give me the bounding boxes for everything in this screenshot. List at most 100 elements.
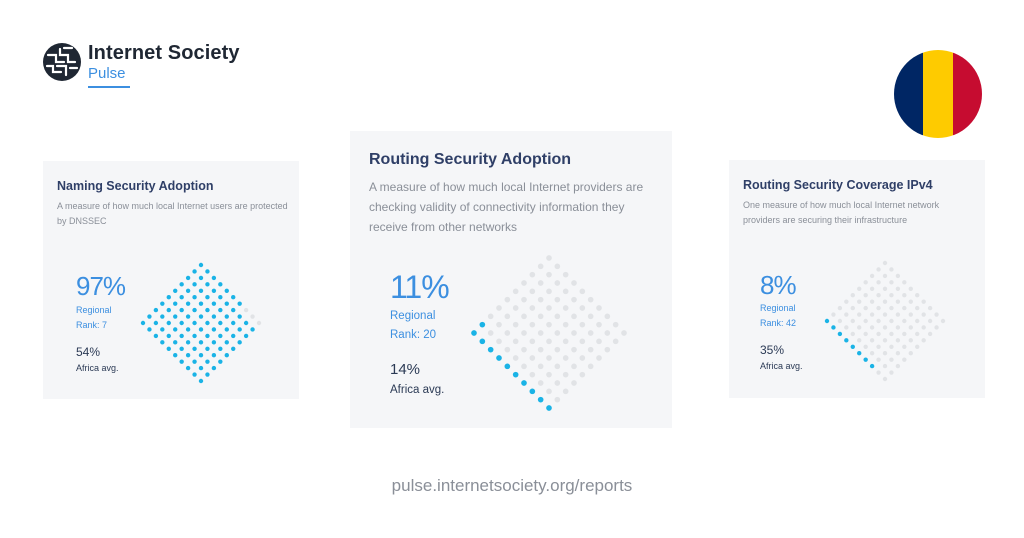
- africa-avg-value: 14%: [390, 361, 421, 378]
- empty-dot: [889, 331, 894, 337]
- empty-dot: [915, 293, 920, 298]
- filled-dot: [179, 333, 184, 339]
- filled-dot: [192, 295, 197, 300]
- empty-dot: [537, 363, 544, 370]
- empty-dot: [504, 313, 511, 320]
- empty-dot: [869, 338, 875, 343]
- filled-dot: [504, 363, 511, 370]
- filled-dot: [837, 331, 843, 337]
- empty-dot: [902, 305, 907, 311]
- empty-dot: [844, 325, 849, 330]
- filled-dot: [205, 372, 210, 377]
- metric-card-routing-security: Routing Security Adoption A measure of h…: [350, 131, 672, 428]
- rank-label: Rank: 20: [390, 329, 437, 341]
- empty-dot: [869, 286, 875, 291]
- filled-dot: [224, 340, 229, 345]
- empty-dot: [587, 330, 594, 336]
- flag-stripe: [894, 50, 924, 138]
- empty-dot: [537, 330, 544, 336]
- filled-dot: [192, 333, 197, 339]
- filled-dot: [243, 320, 249, 326]
- filled-dot: [205, 359, 210, 364]
- empty-dot: [496, 321, 502, 328]
- empty-dot: [915, 305, 920, 311]
- empty-dot: [837, 318, 843, 324]
- empty-dot: [902, 357, 907, 362]
- filled-dot: [198, 288, 204, 293]
- empty-dot: [895, 338, 901, 343]
- filled-dot: [185, 288, 191, 293]
- card-title: Naming Security Adoption: [57, 179, 214, 193]
- empty-dot: [546, 288, 552, 295]
- filled-dot: [166, 346, 171, 351]
- africa-avg-label: Africa avg.: [390, 384, 445, 396]
- empty-dot: [537, 263, 544, 270]
- empty-dot: [869, 325, 875, 330]
- filled-dot: [224, 327, 229, 332]
- empty-dot: [487, 313, 494, 320]
- empty-dot: [850, 331, 855, 337]
- footer-url[interactable]: pulse.internetsociety.org/reports: [391, 476, 633, 495]
- filled-dot: [237, 314, 242, 319]
- empty-dot: [562, 338, 569, 345]
- empty-dot: [863, 318, 868, 324]
- filled-dot: [192, 346, 197, 351]
- empty-dot: [546, 338, 552, 345]
- empty-dot: [537, 313, 544, 320]
- empty-dot: [857, 312, 862, 317]
- filled-dot: [140, 320, 146, 326]
- filled-dot: [198, 301, 204, 306]
- empty-dot: [876, 344, 881, 349]
- filled-dot: [185, 301, 191, 306]
- filled-dot: [179, 346, 184, 351]
- filled-dot: [185, 340, 191, 345]
- card-description: A measure of how much local Internet pro…: [369, 180, 644, 234]
- empty-dot: [927, 331, 933, 337]
- empty-dot: [889, 357, 894, 362]
- empty-dot: [857, 286, 862, 291]
- empty-dot: [537, 346, 544, 353]
- empty-dot: [596, 321, 602, 328]
- africa-avg-label: Africa avg.: [760, 361, 803, 371]
- filled-dot: [211, 340, 217, 345]
- filled-dot: [850, 344, 855, 349]
- empty-dot: [521, 330, 527, 336]
- empty-dot: [882, 376, 888, 382]
- filled-dot: [153, 307, 159, 313]
- filled-dot: [231, 346, 236, 351]
- empty-dot: [587, 296, 594, 303]
- empty-dot: [554, 346, 561, 353]
- empty-dot: [512, 355, 519, 361]
- filled-dot: [185, 327, 191, 332]
- empty-dot: [571, 330, 577, 336]
- filled-dot: [211, 301, 217, 306]
- rank-label: Rank: 7: [76, 320, 108, 330]
- empty-dot: [612, 321, 619, 328]
- empty-dot: [529, 305, 536, 311]
- filled-dot: [179, 320, 184, 326]
- empty-dot: [876, 267, 881, 272]
- empty-dot: [562, 288, 569, 295]
- empty-dot: [554, 330, 561, 336]
- filled-dot: [231, 333, 236, 339]
- empty-dot: [579, 371, 586, 378]
- empty-dot: [915, 344, 920, 349]
- filled-dot: [863, 357, 868, 362]
- empty-dot: [554, 396, 561, 403]
- globe-mesh-icon: [43, 43, 81, 81]
- filled-dot: [224, 301, 229, 306]
- empty-dot: [882, 338, 888, 343]
- filled-dot: [198, 353, 204, 358]
- empty-dot: [863, 280, 868, 285]
- dot-diamond-chart: [471, 255, 627, 411]
- filled-dot: [153, 320, 159, 326]
- empty-dot: [579, 288, 586, 295]
- filled-dot: [198, 314, 204, 319]
- empty-dot: [902, 344, 907, 349]
- empty-dot: [571, 296, 577, 303]
- empty-dot: [889, 293, 894, 298]
- empty-dot: [512, 305, 519, 311]
- regional-label: Regional: [760, 303, 796, 313]
- filled-dot: [185, 353, 191, 358]
- regional-rank: Regional Rank: 7: [76, 303, 112, 333]
